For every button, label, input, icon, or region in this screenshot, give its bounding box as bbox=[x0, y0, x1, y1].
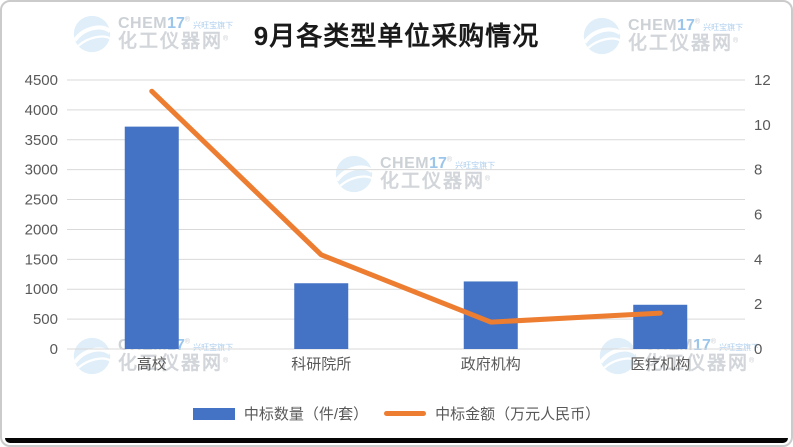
category-label-科研院所: 科研院所 bbox=[291, 355, 351, 373]
left-axis-tick-label: 2000 bbox=[25, 221, 58, 238]
left-axis-tick-label: 4500 bbox=[25, 72, 58, 89]
legend-item-bar-series: 中标数量（件/套） bbox=[192, 403, 369, 424]
legend-label-bar-series: 中标数量（件/套） bbox=[243, 406, 369, 423]
legend-label-line-series: 中标金额（万元人民币） bbox=[435, 406, 601, 423]
left-axis-tick-label: 0 bbox=[50, 341, 58, 358]
left-axis-tick-label: 500 bbox=[33, 311, 58, 328]
chart-legend: 中标数量（件/套） 中标金额（万元人民币） bbox=[2, 403, 791, 424]
bar-series-swatch bbox=[192, 407, 235, 420]
right-axis-tick-label: 8 bbox=[754, 162, 762, 179]
line-series-swatch bbox=[384, 411, 427, 416]
right-axis-tick-label: 4 bbox=[754, 251, 762, 268]
left-axis-tick-label: 2500 bbox=[25, 192, 58, 209]
bottom-black-bar bbox=[5, 438, 788, 443]
category-label-政府机构: 政府机构 bbox=[461, 356, 521, 373]
category-label-高校: 高校 bbox=[137, 356, 167, 373]
right-axis-tick-label: 2 bbox=[754, 296, 762, 313]
right-axis-tick-label: 12 bbox=[754, 72, 771, 89]
line-series bbox=[149, 88, 663, 325]
category-label-医疗机构: 医疗机构 bbox=[630, 356, 690, 373]
bar-高校 bbox=[124, 126, 179, 349]
left-axis-tick-label: 1500 bbox=[25, 251, 58, 268]
bar-科研院所 bbox=[294, 283, 349, 349]
left-axis-tick-label: 3500 bbox=[25, 132, 58, 149]
right-axis-tick-label: 0 bbox=[754, 341, 762, 358]
right-axis-tick-label: 10 bbox=[754, 117, 771, 134]
left-axis-tick-label: 1000 bbox=[25, 281, 58, 298]
left-axis-tick-label: 4000 bbox=[25, 102, 58, 119]
legend-item-line-series: 中标金额（万元人民币） bbox=[384, 403, 600, 424]
left-axis-tick-label: 3000 bbox=[25, 162, 58, 179]
chart-title: 9月各类型单位采购情况 bbox=[253, 21, 540, 51]
right-axis-tick-label: 6 bbox=[754, 207, 762, 224]
